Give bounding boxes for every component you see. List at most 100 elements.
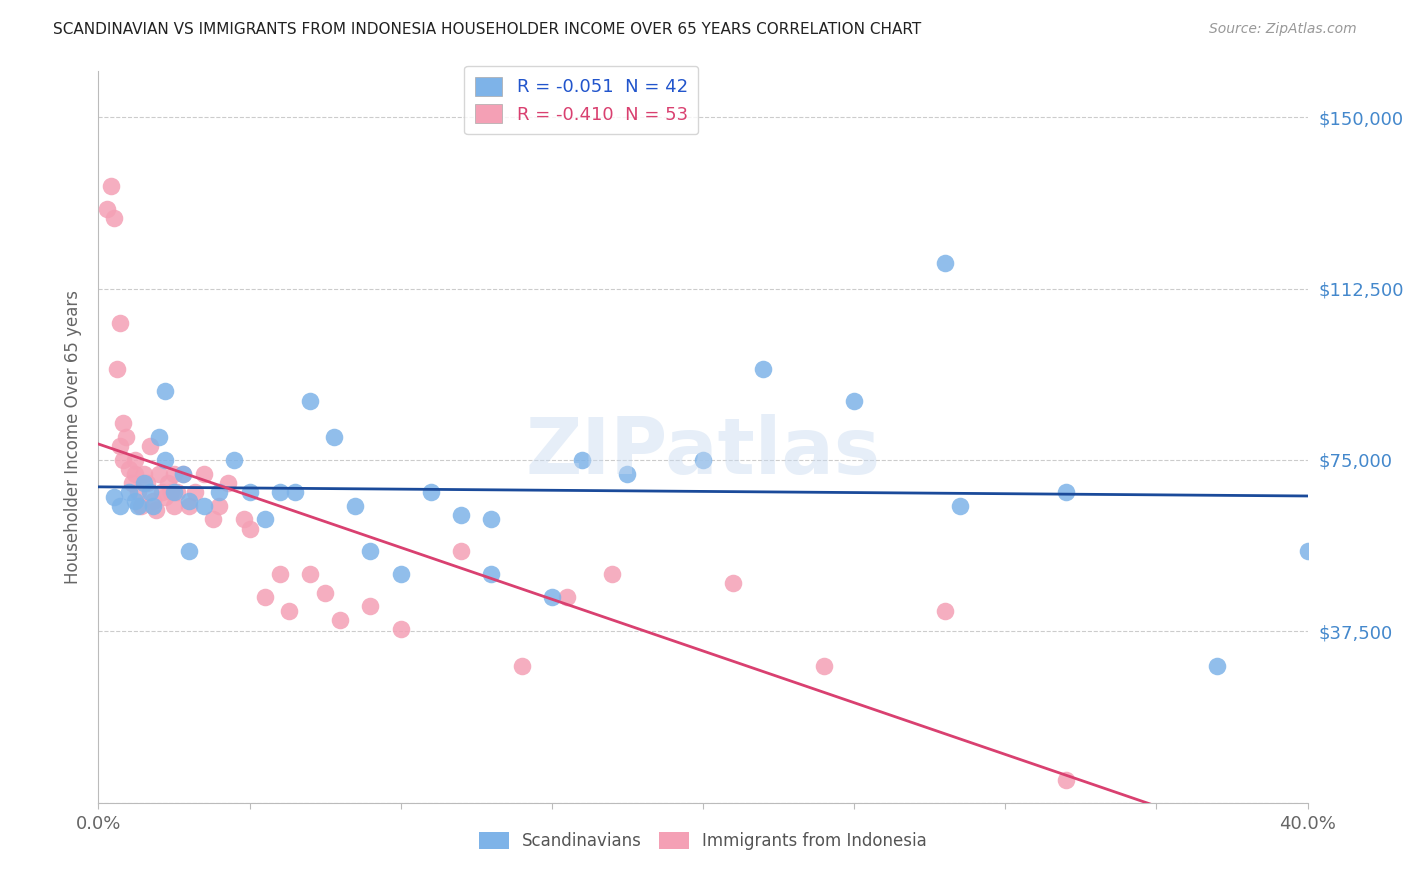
Point	[602, 567, 624, 582]
Point	[108, 439, 131, 453]
Point	[150, 484, 173, 499]
Point	[692, 453, 714, 467]
Point	[360, 544, 382, 558]
Point	[114, 430, 136, 444]
Point	[103, 490, 125, 504]
Point	[299, 393, 322, 408]
Point	[389, 567, 412, 582]
Point	[172, 467, 194, 481]
Point	[145, 503, 167, 517]
Point	[148, 430, 170, 444]
Point	[111, 453, 134, 467]
Point	[232, 512, 254, 526]
Point	[179, 494, 201, 508]
Text: SCANDINAVIAN VS IMMIGRANTS FROM INDONESIA HOUSEHOLDER INCOME OVER 65 YEARS CORRE: SCANDINAVIAN VS IMMIGRANTS FROM INDONESI…	[53, 22, 922, 37]
Text: ZIPatlas: ZIPatlas	[526, 414, 880, 490]
Point	[179, 544, 201, 558]
Point	[571, 453, 593, 467]
Point	[217, 475, 239, 490]
Point	[253, 512, 276, 526]
Point	[124, 467, 146, 481]
Point	[389, 622, 412, 636]
Point	[132, 467, 155, 481]
Point	[124, 453, 146, 467]
Point	[156, 475, 179, 490]
Point	[344, 499, 367, 513]
Point	[208, 484, 231, 499]
Point	[163, 467, 186, 481]
Point	[269, 567, 291, 582]
Point	[124, 494, 146, 508]
Point	[1054, 772, 1077, 787]
Point	[360, 599, 382, 614]
Point	[163, 499, 186, 513]
Point	[160, 484, 183, 499]
Point	[148, 467, 170, 481]
Point	[193, 467, 215, 481]
Point	[127, 499, 149, 513]
Point	[1054, 484, 1077, 499]
Point	[208, 499, 231, 513]
Point	[752, 361, 775, 376]
Point	[193, 499, 215, 513]
Point	[153, 453, 176, 467]
Point	[184, 484, 207, 499]
Point	[129, 499, 152, 513]
Point	[224, 453, 246, 467]
Point	[1206, 658, 1229, 673]
Point	[166, 484, 188, 499]
Point	[132, 475, 155, 490]
Point	[299, 567, 322, 582]
Point	[450, 544, 472, 558]
Legend: Scandinavians, Immigrants from Indonesia: Scandinavians, Immigrants from Indonesia	[472, 825, 934, 856]
Point	[284, 484, 307, 499]
Point	[139, 484, 162, 499]
Point	[172, 467, 194, 481]
Point	[277, 604, 299, 618]
Point	[239, 521, 262, 535]
Point	[844, 393, 866, 408]
Point	[934, 256, 956, 270]
Point	[127, 484, 149, 499]
Point	[163, 484, 186, 499]
Point	[96, 202, 118, 216]
Point	[269, 484, 291, 499]
Point	[314, 585, 336, 599]
Point	[723, 576, 745, 591]
Point	[153, 490, 176, 504]
Point	[555, 590, 578, 604]
Point	[108, 316, 131, 330]
Point	[103, 211, 125, 225]
Point	[118, 462, 141, 476]
Point	[420, 484, 443, 499]
Point	[481, 512, 503, 526]
Point	[111, 417, 134, 431]
Point	[142, 499, 165, 513]
Point	[510, 658, 533, 673]
Point	[329, 613, 352, 627]
Point	[153, 384, 176, 399]
Point	[450, 508, 472, 522]
Point	[540, 590, 562, 604]
Point	[139, 439, 162, 453]
Point	[142, 494, 165, 508]
Y-axis label: Householder Income Over 65 years: Householder Income Over 65 years	[63, 290, 82, 584]
Point	[949, 499, 972, 513]
Point	[121, 475, 143, 490]
Point	[813, 658, 835, 673]
Text: Source: ZipAtlas.com: Source: ZipAtlas.com	[1209, 22, 1357, 37]
Point	[179, 499, 201, 513]
Point	[135, 475, 157, 490]
Point	[253, 590, 276, 604]
Point	[616, 467, 638, 481]
Point	[100, 178, 122, 193]
Point	[108, 499, 131, 513]
Point	[323, 430, 346, 444]
Point	[1296, 544, 1319, 558]
Point	[202, 512, 225, 526]
Point	[934, 604, 956, 618]
Point	[118, 484, 141, 499]
Point	[105, 361, 128, 376]
Point	[239, 484, 262, 499]
Point	[481, 567, 503, 582]
